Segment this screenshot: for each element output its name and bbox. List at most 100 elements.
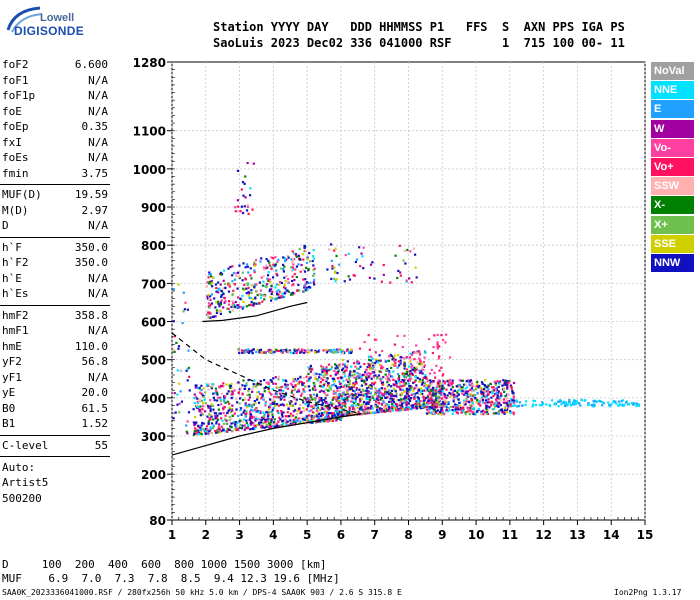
echo-point <box>419 393 422 396</box>
echo-point <box>309 376 312 379</box>
echo-point <box>367 392 370 395</box>
echo-point <box>443 402 447 406</box>
echo-point <box>394 383 397 387</box>
echo-point <box>292 268 295 271</box>
echo-point <box>396 334 399 338</box>
echo-point <box>419 400 422 403</box>
echo-point <box>630 402 633 405</box>
echo-point <box>470 397 473 400</box>
echo-point <box>303 246 306 250</box>
echo-point <box>545 403 548 406</box>
echo-point <box>430 368 433 371</box>
echo-point <box>291 257 295 261</box>
echo-point <box>466 395 470 398</box>
echo-point <box>248 396 252 399</box>
echo-point <box>247 290 250 294</box>
echo-point <box>270 380 274 383</box>
echo-point <box>187 366 190 370</box>
echo-point <box>282 389 285 393</box>
echo-point <box>341 349 344 352</box>
echo-point <box>414 351 417 355</box>
echo-point <box>453 395 456 398</box>
echo-point <box>324 348 327 351</box>
echo-point <box>244 384 247 388</box>
echo-point <box>272 377 275 380</box>
echo-point <box>316 406 320 410</box>
echo-point <box>452 405 455 408</box>
echo-point <box>389 281 392 284</box>
echo-point <box>345 397 348 400</box>
echo-point <box>351 397 354 400</box>
echo-point <box>318 413 321 416</box>
echo-point <box>348 408 351 411</box>
echo-point <box>482 397 485 400</box>
echo-point <box>338 263 341 266</box>
param-row: foF1 N/A <box>2 74 108 90</box>
echo-point <box>325 369 328 372</box>
echo-point <box>400 393 403 396</box>
echo-point <box>430 382 433 385</box>
echo-point <box>449 405 452 409</box>
echo-point <box>333 271 336 274</box>
echo-point <box>333 417 336 420</box>
echo-point <box>396 398 399 402</box>
echo-point <box>336 389 339 392</box>
echo-point <box>393 358 396 361</box>
echo-point <box>244 277 247 280</box>
echo-point <box>434 391 437 394</box>
echo-point <box>204 429 207 432</box>
echo-point <box>218 431 222 434</box>
echo-point <box>326 393 329 397</box>
echo-point <box>442 399 445 402</box>
echo-point <box>343 370 347 373</box>
echo-point <box>262 280 265 283</box>
echo-point <box>241 351 244 354</box>
echo-point <box>330 365 334 369</box>
echo-point <box>342 393 345 396</box>
echo-point <box>269 425 273 429</box>
echo-point <box>243 288 246 292</box>
echo-point <box>425 405 428 408</box>
echo-point <box>371 361 374 364</box>
echo-point <box>283 259 287 263</box>
echo-point <box>412 388 415 391</box>
echo-point <box>209 426 212 429</box>
echo-point <box>251 390 254 393</box>
echo-point <box>342 363 345 366</box>
echo-point <box>198 408 201 411</box>
echo-point <box>456 412 459 415</box>
legend-item-noval: NoVal <box>651 62 694 80</box>
echo-point <box>434 392 437 395</box>
echo-point <box>389 375 393 378</box>
echo-point <box>208 271 211 274</box>
echo-point <box>376 398 380 401</box>
echo-point <box>498 396 501 399</box>
echo-point <box>452 398 455 401</box>
echo-point <box>309 364 312 368</box>
param-row: yE 20.0 <box>2 386 108 402</box>
echo-point <box>270 392 273 396</box>
echo-point <box>323 398 326 402</box>
echo-point <box>394 358 397 361</box>
echo-point <box>267 408 270 411</box>
echo-point <box>208 280 212 284</box>
echo-point <box>314 377 317 380</box>
echo-point <box>587 403 590 406</box>
echo-point <box>592 403 595 406</box>
echo-point <box>385 393 388 396</box>
echo-point <box>261 351 264 354</box>
echo-point <box>262 275 265 278</box>
echo-point <box>466 410 469 413</box>
echo-point <box>435 387 438 390</box>
echo-point <box>241 271 244 274</box>
echo-point <box>337 397 340 401</box>
echo-point <box>503 412 506 415</box>
echo-point <box>607 401 610 404</box>
echo-point <box>278 424 281 428</box>
separator <box>0 304 110 306</box>
echo-point <box>252 422 255 425</box>
echo-point <box>194 386 197 389</box>
echo-point <box>244 175 247 178</box>
param-row: hmF2 358.8 <box>2 309 108 325</box>
echo-point <box>422 403 425 406</box>
